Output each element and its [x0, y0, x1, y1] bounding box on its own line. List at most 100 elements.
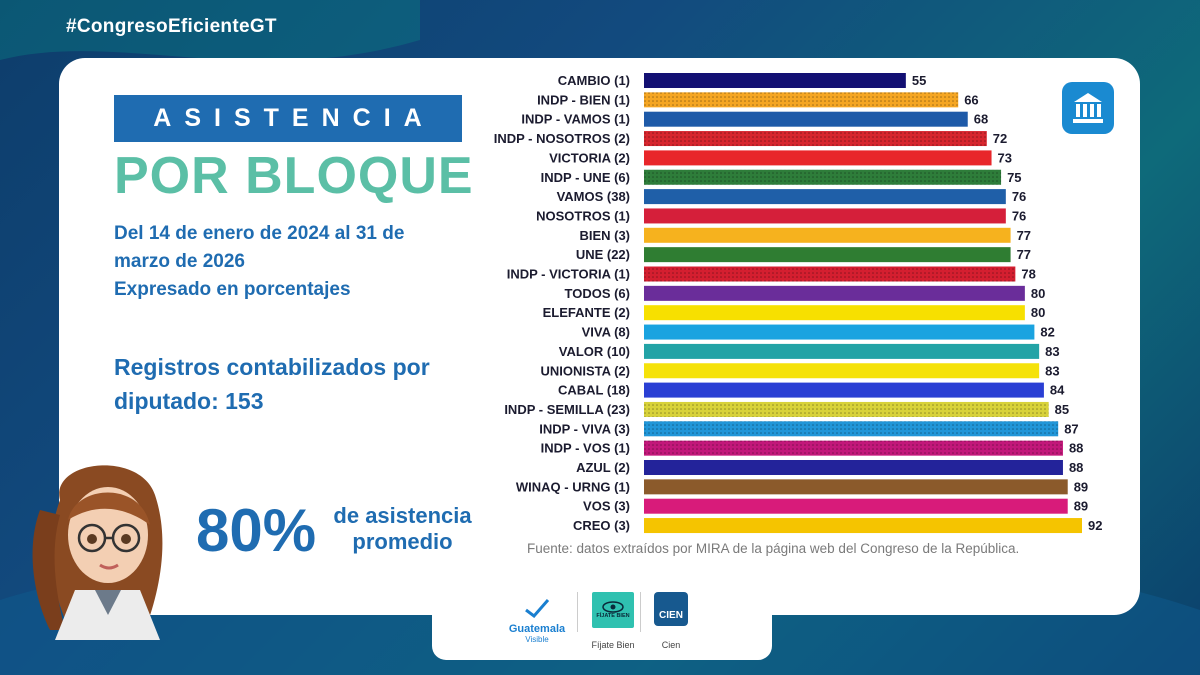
- logo-fijate-caption: Fíjate Bien: [591, 640, 635, 650]
- category-label: CAMBIO (1): [558, 73, 630, 88]
- logo-cien[interactable]: CIEN: [654, 592, 688, 626]
- bar: [644, 498, 1068, 514]
- category-label: WINAQ - URNG (1): [516, 479, 630, 494]
- hashtag: #CongresoEficienteGT: [66, 16, 277, 37]
- bar: [644, 518, 1082, 534]
- bar: [644, 363, 1040, 379]
- category-label: VAMOS (38): [557, 189, 630, 204]
- value-label: 77: [1017, 247, 1031, 262]
- category-label: VICTORIA (2): [549, 150, 630, 165]
- category-label: UNE (22): [576, 247, 630, 262]
- bar-pattern: [644, 169, 1002, 185]
- value-label: 89: [1074, 479, 1088, 494]
- bar: [644, 111, 968, 127]
- bar: [644, 324, 1035, 340]
- bar: [644, 382, 1044, 398]
- value-label: 89: [1074, 499, 1088, 514]
- logo-guatemala-visible[interactable]: Guatemala Visible: [502, 596, 572, 644]
- value-label: 72: [993, 131, 1007, 146]
- period-range: Del 14 de enero de 2024 al 31 de marzo d…: [114, 223, 405, 272]
- value-label: 83: [1045, 344, 1059, 359]
- logo-divider: [577, 592, 578, 632]
- bar: [644, 73, 906, 88]
- logo-fijate-text: FÍJATE BIEN: [596, 613, 630, 619]
- value-label: 77: [1017, 228, 1031, 243]
- bar-pattern: [644, 266, 1016, 282]
- category-label: INDP - NOSOTROS (2): [494, 131, 630, 146]
- page-subtitle: POR BLOQUE: [114, 147, 474, 205]
- logo-divider: [640, 592, 641, 632]
- bar-pattern: [644, 131, 987, 147]
- average-value: 80%: [196, 497, 317, 564]
- value-label: 76: [1012, 208, 1026, 223]
- category-label: INDP - BIEN (1): [537, 92, 630, 107]
- category-label: INDP - VIVA (3): [539, 421, 630, 436]
- value-label: 75: [1007, 170, 1021, 185]
- bar: [644, 460, 1063, 475]
- value-label: 66: [964, 92, 978, 107]
- logo-guatemala-sub: Visible: [525, 635, 549, 644]
- average-label: de asistencia promedio: [333, 503, 472, 554]
- category-label: INDP - VICTORIA (1): [507, 267, 630, 282]
- source-note: Fuente: datos extraídos por MIRA de la p…: [527, 541, 1020, 556]
- value-label: 87: [1064, 421, 1078, 436]
- title-banner: ASISTENCIA: [114, 95, 462, 142]
- value-label: 88: [1069, 460, 1083, 475]
- category-label: VOS (3): [583, 499, 630, 514]
- unit-note: Expresado en porcentajes: [114, 279, 351, 300]
- value-label: 55: [912, 73, 926, 88]
- bar: [644, 189, 1006, 205]
- value-label: 83: [1045, 363, 1059, 378]
- assistant-avatar: [32, 465, 163, 640]
- category-label: CABAL (18): [558, 383, 630, 398]
- category-label: INDP - VAMOS (1): [521, 112, 630, 127]
- bank-glyph: [1073, 93, 1103, 123]
- bar: [644, 208, 1006, 224]
- value-label: 84: [1050, 383, 1065, 398]
- value-label: 78: [1021, 267, 1035, 282]
- value-label: 73: [998, 150, 1012, 165]
- logos-bar: Guatemala Visible FÍJATE BIEN Fíjate Bie…: [432, 578, 772, 660]
- category-label: CREO (3): [573, 518, 630, 533]
- logo-fijate-bien[interactable]: FÍJATE BIEN: [592, 592, 634, 628]
- category-label: AZUL (2): [576, 460, 630, 475]
- bar-pattern: [644, 421, 1059, 437]
- value-label: 88: [1069, 441, 1083, 456]
- institution-icon[interactable]: [1062, 82, 1114, 134]
- category-label: ELEFANTE (2): [543, 305, 630, 320]
- eye-check-icon: [525, 599, 550, 619]
- bar: [644, 227, 1011, 243]
- category-label: VALOR (10): [559, 344, 630, 359]
- bar-pattern: [644, 401, 1049, 417]
- records-text: Registros contabilizados por diputado: 1…: [114, 354, 430, 414]
- bar: [644, 305, 1025, 321]
- category-label: INDP - UNE (6): [541, 170, 630, 185]
- value-label: 80: [1031, 305, 1045, 320]
- bar: [644, 150, 992, 166]
- page-title: ASISTENCIA: [153, 104, 435, 132]
- logo-guatemala-text: Guatemala: [508, 623, 566, 635]
- category-label: INDP - VOS (1): [541, 441, 630, 456]
- category-label: INDP - SEMILLA (23): [504, 402, 630, 417]
- value-label: 68: [974, 112, 988, 127]
- value-label: 85: [1055, 402, 1069, 417]
- bar: [644, 343, 1040, 359]
- bar-pattern: [644, 92, 959, 108]
- category-label: NOSOTROS (1): [536, 208, 630, 223]
- period-text: Del 14 de enero de 2024 al 31 de marzo d…: [114, 220, 459, 304]
- category-label: TODOS (6): [565, 286, 631, 301]
- value-label: 82: [1040, 325, 1054, 340]
- bar: [644, 479, 1068, 495]
- value-label: 92: [1088, 518, 1102, 533]
- bar: [644, 285, 1025, 301]
- value-label: 76: [1012, 189, 1026, 204]
- category-label: VIVA (8): [582, 325, 630, 340]
- category-label: UNIONISTA (2): [540, 363, 630, 378]
- bar-pattern: [644, 440, 1063, 456]
- logo-cien-caption: Cien: [661, 640, 681, 650]
- category-label: BIEN (3): [579, 228, 630, 243]
- logo-cien-text: CIEN: [659, 610, 683, 621]
- value-label: 80: [1031, 286, 1045, 301]
- eye-icon: [602, 601, 624, 613]
